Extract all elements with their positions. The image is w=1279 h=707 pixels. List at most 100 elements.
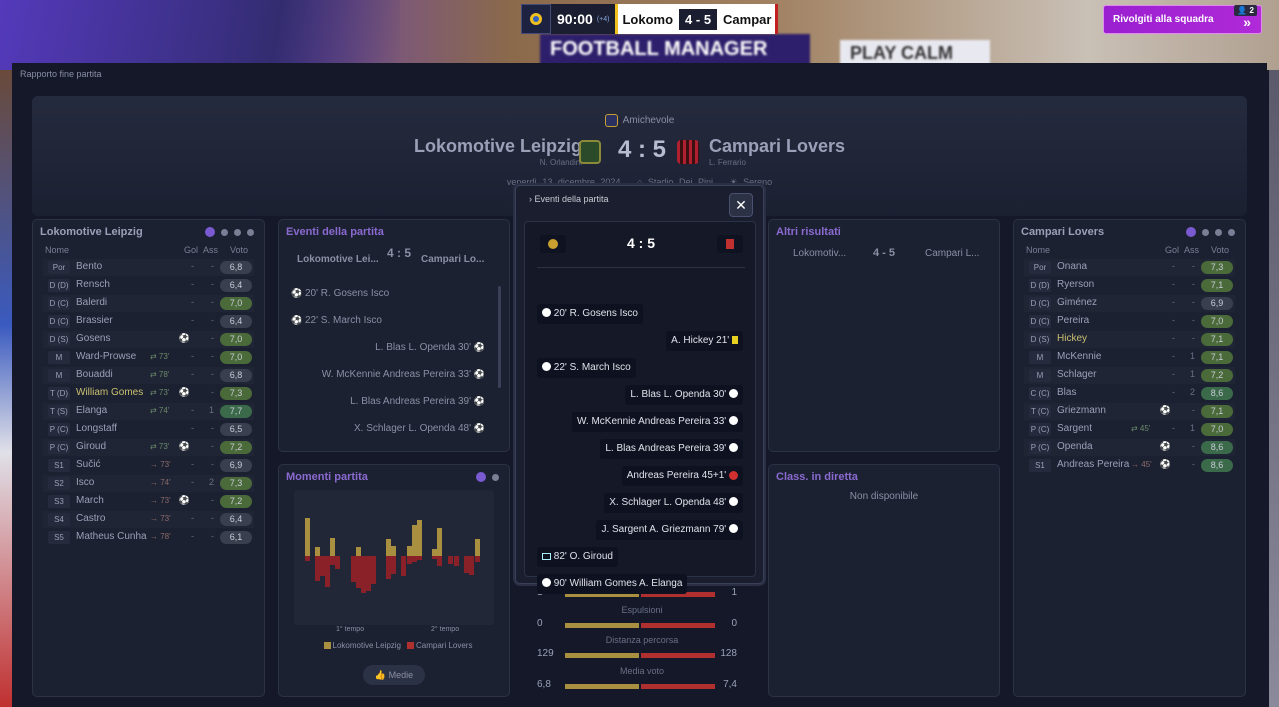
player-row[interactable]: S2 Isco → 74' - 2 7,3 [43,475,254,492]
other-result-score[interactable]: 4 - 5 [873,247,896,259]
player-name[interactable]: Gosens [76,333,111,344]
player-row[interactable]: T (C) Griezmann ⚽ -7,1 [1024,403,1235,420]
moments-pager[interactable] [476,472,499,482]
player-name[interactable]: Pereira [1057,315,1090,326]
modal-event[interactable]: A. Hickey 21' [666,331,743,351]
player-row[interactable]: S1 Andreas Pereira → 45' ⚽ -8,6 [1024,457,1235,474]
modal-event[interactable]: L. Blas Andreas Pereira 39' [600,439,743,459]
player-name[interactable]: Hickey [1057,333,1088,344]
player-name[interactable]: March [76,495,104,506]
col-name[interactable]: Nome [45,245,70,255]
scrollbar[interactable] [498,286,501,388]
player-row[interactable]: D (C) Balerdi - -7,0 [43,295,254,312]
home-team-name[interactable]: Lokomotive Leipzig [413,136,582,156]
modal-event[interactable]: 90' William Gomes A. Elanga [537,574,688,594]
col-name[interactable]: Nome [1026,245,1051,255]
player-row[interactable]: P (C) Sargent ⇄ 45' - 1 7,0 [1024,421,1235,438]
player-name[interactable]: Openda [1057,441,1093,452]
player-name[interactable]: William Gomes [76,387,144,398]
player-name[interactable]: Matheus Cunha [76,531,147,542]
player-name[interactable]: Schlager [1057,369,1097,380]
player-row[interactable]: T (S) Elanga ⇄ 74' - 1 7,7 [43,403,254,420]
pager-dot[interactable] [476,472,486,482]
player-name[interactable]: Sargent [1057,423,1093,434]
event-row[interactable]: W. McKennie Andreas Pereira 33' ⚽ [322,369,485,380]
pager-dot[interactable] [1186,227,1196,237]
player-row[interactable]: M Schlager - 1 7,2 [1024,367,1235,384]
player-row[interactable]: Por Bento - -6,8 [43,259,254,276]
player-row[interactable]: P (C) Giroud ⇄ 73' ⚽ -7,2 [43,439,254,456]
player-name[interactable]: Giroud [76,441,107,452]
pager-dot[interactable] [1215,228,1222,236]
pager-dot[interactable] [1202,228,1209,236]
panel-pager[interactable] [205,227,254,237]
modal-event[interactable]: L. Blas L. Openda 30' [625,385,743,405]
scorebug[interactable]: 90:00 (+4) Lokomo 4 - 5 Campar [521,4,779,34]
player-name[interactable]: Isco [76,477,95,488]
event-row[interactable]: X. Schlager L. Openda 48' ⚽ [354,423,485,434]
player-row[interactable]: S4 Castro → 73' - -6,4 [43,511,254,528]
pager-dot[interactable] [221,228,228,236]
pager-dot[interactable] [492,473,499,481]
col-rating[interactable]: Voto [229,245,248,255]
player-row[interactable]: C (C) Blas - 2 8,6 [1024,385,1235,402]
player-row[interactable]: D (S) Gosens ⚽ -7,0 [43,331,254,348]
player-row[interactable]: D (S) Hickey - -7,1 [1024,331,1235,348]
event-row[interactable]: ⚽ 22' S. March Isco [291,315,382,326]
player-row[interactable]: S1 Sučić → 73' - -6,9 [43,457,254,474]
player-row[interactable]: D (C) Giménez - -6,9 [1024,295,1235,312]
col-assists[interactable]: Ass [1183,245,1199,255]
player-name[interactable]: Elanga [76,405,108,416]
player-name[interactable]: Rensch [76,279,110,290]
player-name[interactable]: Sučić [76,459,101,470]
player-name[interactable]: Brassier [76,315,113,326]
player-name[interactable]: Giménez [1057,297,1098,308]
player-name[interactable]: Griezmann [1057,405,1106,416]
away-team-name[interactable]: Campari Lovers [709,136,846,156]
player-name[interactable]: McKennie [1057,351,1102,362]
modal-event[interactable]: Andreas Pereira 45+1' [621,466,743,486]
panel-pager[interactable] [1186,227,1235,237]
player-row[interactable]: D (D) Rensch - -6,4 [43,277,254,294]
player-name[interactable]: Onana [1057,261,1088,272]
player-row[interactable]: P (C) Openda ⚽ -8,6 [1024,439,1235,456]
event-row[interactable]: L. Blas L. Openda 30' ⚽ [375,342,485,353]
player-row[interactable]: P (C) Longstaff - -6,5 [43,421,254,438]
player-row[interactable]: D (D) Ryerson - -7,1 [1024,277,1235,294]
modal-event[interactable]: 20' R. Gosens Isco [537,304,643,324]
col-goals[interactable]: Gol [1164,245,1179,255]
pager-dot[interactable] [205,227,215,237]
col-assists[interactable]: Ass [202,245,218,255]
pager-dot[interactable] [234,228,241,236]
player-name[interactable]: Balerdi [76,297,108,308]
player-row[interactable]: M Bouaddi ⇄ 78' - -6,8 [43,367,254,384]
modal-event[interactable]: 82' O. Giroud [537,547,618,567]
modal-event[interactable]: W. McKennie Andreas Pereira 33' [572,412,743,432]
player-row[interactable]: S3 March → 73' ⚽ -7,2 [43,493,254,510]
player-name[interactable]: Longstaff [76,423,117,434]
player-row[interactable]: D (C) Pereira - -7,0 [1024,313,1235,330]
averages-button[interactable]: 👍 Medie [363,665,425,685]
away-manager[interactable]: L. Ferrario [709,158,746,167]
modal-event[interactable]: J. Sargent A. Griezmann 79' [596,520,743,540]
pager-dot[interactable] [1228,228,1235,236]
player-name[interactable]: Andreas Pereira [1057,459,1130,470]
player-name[interactable]: Castro [76,513,106,524]
other-result-home[interactable]: Lokomotiv... [793,248,847,259]
player-name[interactable]: Ward-Prowse [76,351,137,362]
other-result-away[interactable]: Campari L... [925,248,980,259]
event-row[interactable]: L. Blas Andreas Pereira 39' ⚽ [350,396,485,407]
player-row[interactable]: D (C) Brassier - -6,4 [43,313,254,330]
player-name[interactable]: Blas [1057,387,1077,398]
modal-event[interactable]: 22' S. March Isco [537,358,636,378]
player-name[interactable]: Bouaddi [76,369,113,380]
col-rating[interactable]: Voto [1210,245,1229,255]
col-goals[interactable]: Gol [183,245,198,255]
modal-event[interactable]: X. Schlager L. Openda 48' [604,493,743,513]
player-name[interactable]: Bento [76,261,103,272]
pager-dot[interactable] [247,228,254,236]
player-row[interactable]: T (D) William Gomes ⇄ 73' ⚽ -7,3 [43,385,254,402]
player-name[interactable]: Ryerson [1057,279,1095,290]
close-button[interactable]: ✕ [729,193,753,217]
home-manager[interactable]: N. Orlandini [539,158,582,167]
